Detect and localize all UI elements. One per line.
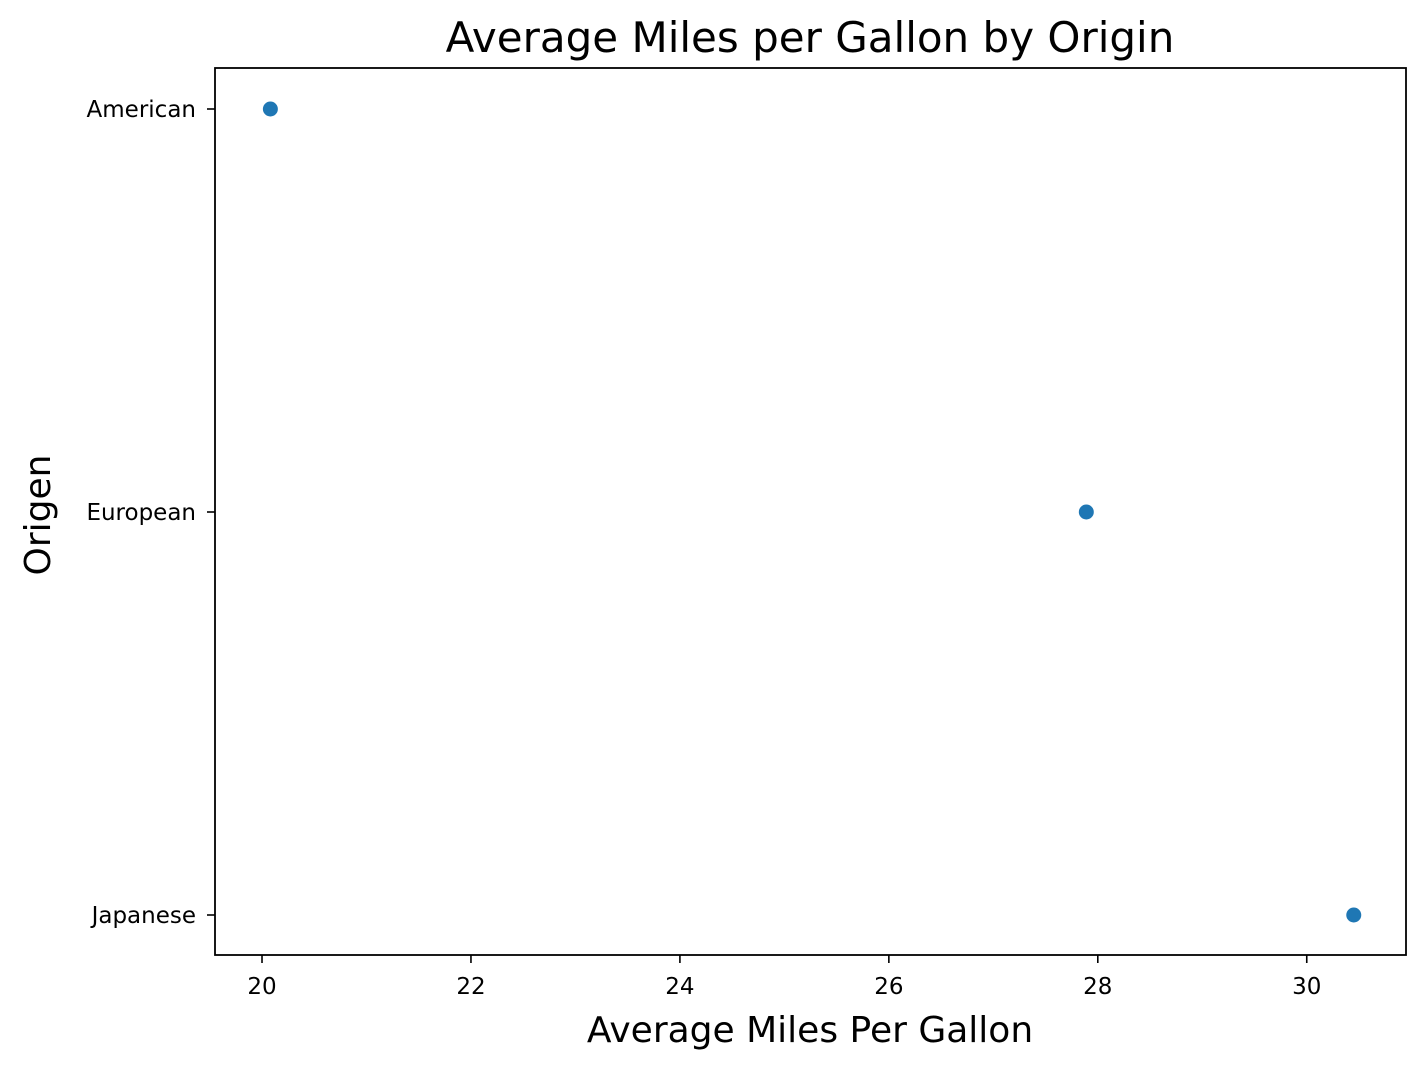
y-tick-label: Japanese: [90, 903, 196, 929]
data-point-japanese: [1346, 907, 1362, 923]
x-tick-label: 22: [456, 974, 485, 1000]
x-axis: 20 22 24 26 28 30: [247, 955, 1321, 1000]
x-tick-label: 24: [665, 974, 694, 1000]
x-axis-label: Average Miles Per Gallon: [587, 1010, 1033, 1051]
x-tick-label: 26: [874, 974, 903, 1000]
data-point-american: [262, 101, 278, 117]
y-tick-label: American: [87, 97, 196, 123]
y-axis: American European Japanese: [86, 97, 215, 929]
plot-frame: [214, 67, 1407, 956]
data-point-european: [1078, 504, 1094, 520]
y-tick-label: European: [86, 500, 196, 526]
data-points: [262, 101, 1362, 923]
chart-title: Average Miles per Gallon by Origin: [446, 13, 1175, 62]
x-tick-label: 20: [247, 974, 276, 1000]
x-tick-label: 28: [1083, 974, 1112, 1000]
y-axis-label: Origen: [18, 455, 59, 576]
x-tick-label: 30: [1292, 974, 1321, 1000]
